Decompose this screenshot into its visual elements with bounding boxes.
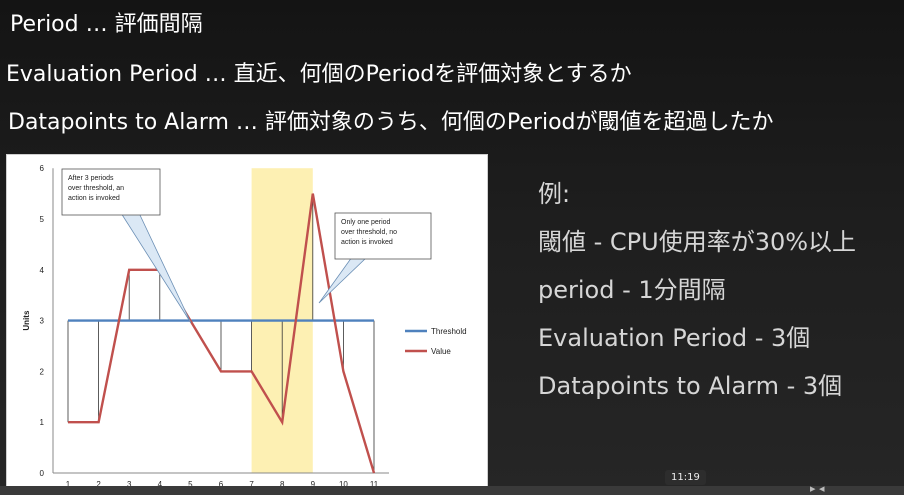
video-progress-bar[interactable] (0, 486, 904, 495)
example-item-evaluation-period: Evaluation Period - 3個 (538, 324, 811, 352)
y-tick-label: 2 (40, 367, 45, 376)
example-item-period: period - 1分間隔 (538, 276, 726, 304)
x-tick-label: 8 (280, 480, 285, 489)
alarm-chart-svg: 0 1 2 3 4 5 6 Units 1 2 3 4 5 6 7 8 9 10 11 Threshold Value A… (22, 164, 467, 489)
x-tick-label: 9 (311, 480, 316, 489)
callout-left-text: over threshold, an (68, 185, 124, 192)
callout-left-pointer (120, 212, 192, 324)
slide-line-evaluation-period: Evaluation Period … 直近、何個のPeriodを評価対象とする… (6, 62, 632, 87)
value-line (68, 193, 376, 474)
x-tick-label: 10 (339, 480, 348, 489)
x-tick-label: 1 (66, 480, 71, 489)
example-item-datapoints: Datapoints to Alarm - 3個 (538, 372, 843, 400)
x-tick-label: 5 (188, 480, 193, 489)
y-axis-label: Units (22, 310, 31, 331)
y-tick-label: 1 (40, 418, 45, 427)
legend-label: Value (431, 347, 451, 356)
y-tick-label: 5 (40, 215, 45, 224)
callout-left-text: After 3 periods (68, 175, 114, 182)
y-tick-label: 0 (40, 469, 45, 478)
callout-left-text: action is invoked (68, 195, 120, 202)
callout-right-pointer (318, 256, 368, 304)
x-tick-label: 3 (127, 480, 132, 489)
example-item-threshold: 閾値 - CPU使用率が30%以上 (538, 228, 857, 256)
callout-right-text: Only one period (341, 219, 391, 226)
time-tooltip: 11:19 (665, 470, 706, 485)
slide-line-period: Period … 評価間隔 (10, 12, 203, 37)
y-tick-label: 6 (40, 164, 45, 173)
example-heading: 例: (538, 180, 571, 208)
slide-line-datapoints-to-alarm: Datapoints to Alarm … 評価対象のうち、何個のPeriodが… (8, 110, 774, 135)
x-tick-label: 11 (370, 480, 379, 489)
x-tick-label: 4 (158, 480, 163, 489)
x-tick-label: 2 (96, 480, 101, 489)
alarm-chart: 0 1 2 3 4 5 6 Units 1 2 3 4 5 6 7 8 9 10 11 Threshold Value A… (6, 154, 488, 495)
x-tick-label: 7 (249, 480, 254, 489)
player-controls-icon[interactable]: ▸ ◂ (810, 482, 825, 495)
y-tick-label: 4 (40, 266, 45, 275)
y-tick-label: 3 (40, 317, 45, 326)
callout-right (334, 212, 432, 260)
callout-left (61, 168, 161, 216)
x-tick-label: 6 (219, 480, 224, 489)
legend-label: Threshold (431, 327, 467, 336)
callout-right-text: over threshold, no (341, 229, 397, 236)
callout-right-text: action is invoked (341, 239, 393, 246)
